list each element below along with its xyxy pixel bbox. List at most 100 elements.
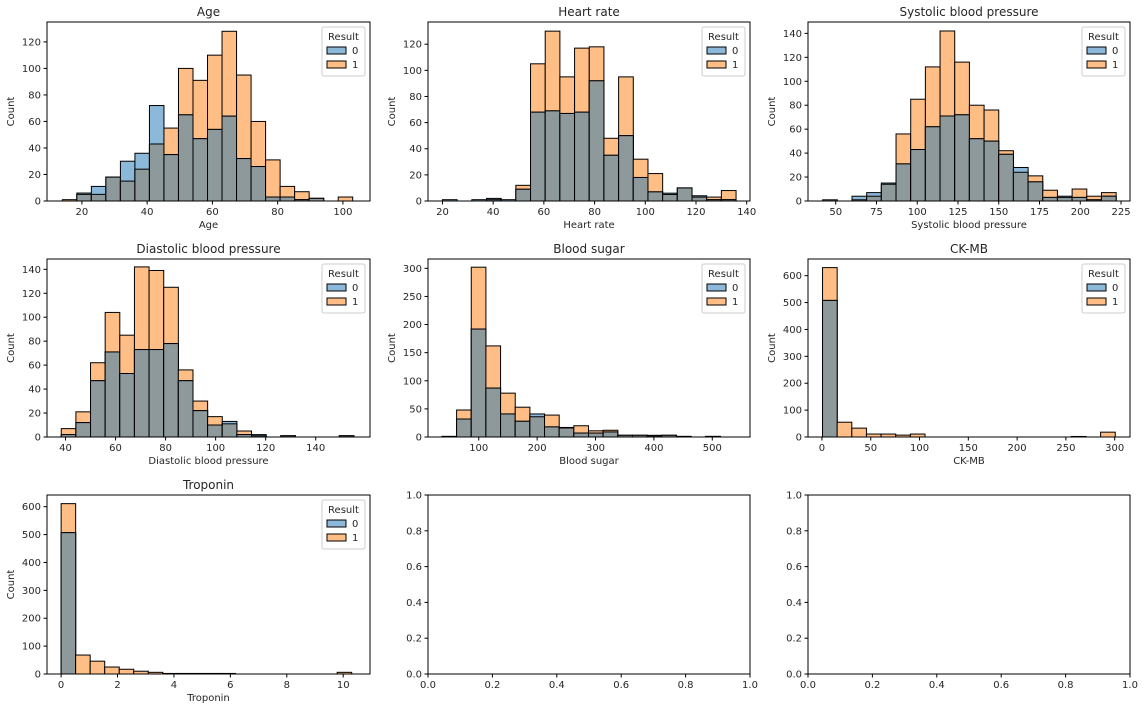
bar-overlap <box>501 414 516 437</box>
legend-label-1: 1 <box>732 297 738 308</box>
y-tick-label: 250 <box>403 292 422 303</box>
x-tick-label: 40 <box>141 207 154 218</box>
bar-overlap <box>77 194 92 201</box>
x-tick-label: 120 <box>686 207 705 218</box>
x-tick-label: 80 <box>588 207 601 218</box>
legend-swatch-0 <box>327 47 346 54</box>
y-tick-label: 0 <box>416 433 422 444</box>
y-tick-label: 20 <box>28 170 41 181</box>
y-tick-label: 60 <box>28 117 41 128</box>
legend-swatch-0 <box>327 520 346 527</box>
bar-class-1 <box>852 428 867 437</box>
bar-overlap <box>515 421 530 437</box>
x-tick-label: 100 <box>469 443 488 454</box>
y-tick-label: 0.0 <box>406 670 422 681</box>
bar-overlap <box>1028 182 1043 201</box>
y-tick-label: 60 <box>409 118 422 129</box>
x-tick-label: 100 <box>636 207 655 218</box>
bar-class-1 <box>76 655 91 674</box>
x-tick-label: 300 <box>586 443 605 454</box>
y-tick-label: 0.4 <box>786 598 802 609</box>
y-tick-label: 120 <box>783 53 802 64</box>
x-tick-label: 0.8 <box>678 680 694 691</box>
bar-overlap <box>559 428 574 437</box>
y-tick-label: 100 <box>22 642 41 653</box>
bar-overlap <box>76 423 91 437</box>
y-tick-label: 100 <box>783 406 802 417</box>
y-tick-label: 80 <box>409 92 422 103</box>
bar-overlap <box>1057 197 1072 201</box>
bar-class-1 <box>90 661 105 674</box>
subplot-title: Blood sugar <box>553 242 625 256</box>
x-tick-label: 60 <box>206 207 219 218</box>
subplot-title: Troponin <box>182 478 234 492</box>
x-tick-label: 50 <box>829 207 842 218</box>
bar-overlap <box>120 374 135 437</box>
bar-overlap <box>208 129 223 201</box>
bar-overlap <box>178 115 193 201</box>
y-tick-label: 300 <box>22 586 41 597</box>
legend-label-1: 1 <box>732 60 738 71</box>
legend-swatch-0 <box>707 284 726 291</box>
y-tick-label: 0.6 <box>406 562 422 573</box>
subplot-title: CK-MB <box>950 242 988 256</box>
y-tick-label: 80 <box>789 101 802 112</box>
y-tick-label: 100 <box>22 64 41 75</box>
bar-overlap <box>1072 197 1087 201</box>
y-tick-label: 40 <box>409 144 422 155</box>
legend-title: Result <box>328 505 359 516</box>
x-axis-label: Age <box>199 220 218 231</box>
x-tick-label: 1.0 <box>742 680 758 691</box>
x-tick-label: 0.2 <box>484 680 500 691</box>
y-tick-label: 0 <box>796 433 802 444</box>
y-tick-label: 300 <box>403 264 422 275</box>
x-tick-label: 80 <box>159 443 172 454</box>
x-tick-label: 0 <box>819 443 825 454</box>
y-axis-label: Count <box>387 333 398 363</box>
y-tick-label: 0 <box>35 433 41 444</box>
bar-overlap <box>266 197 281 201</box>
bar-overlap <box>91 381 106 437</box>
x-axis-label: Heart rate <box>563 220 614 231</box>
bar-overlap <box>222 424 237 437</box>
y-tick-label: 80 <box>28 90 41 101</box>
y-tick-label: 0 <box>35 197 41 208</box>
x-tick-label: 20 <box>436 207 449 218</box>
bar-overlap <box>969 139 984 201</box>
x-tick-label: 40 <box>59 443 72 454</box>
y-tick-label: 80 <box>28 337 41 348</box>
y-tick-label: 0.2 <box>406 634 422 645</box>
x-tick-label: 0.6 <box>613 680 629 691</box>
legend-swatch-1 <box>327 534 346 541</box>
bar-overlap <box>545 427 560 437</box>
legend-title: Result <box>708 269 739 280</box>
bar-class-1 <box>837 422 852 437</box>
bar-overlap <box>1043 197 1058 201</box>
x-tick-label: 50 <box>864 443 877 454</box>
y-tick-label: 40 <box>28 143 41 154</box>
legend-swatch-1 <box>327 61 346 68</box>
legend-title: Result <box>328 269 359 280</box>
x-tick-label: 200 <box>1071 207 1090 218</box>
y-axis-label: Count <box>387 97 398 127</box>
legend-label-1: 1 <box>1112 297 1118 308</box>
y-axis-label: Count <box>767 333 778 363</box>
y-tick-label: 400 <box>22 558 41 569</box>
y-tick-label: 20 <box>789 173 802 184</box>
y-tick-label: 150 <box>403 348 422 359</box>
bar-overlap <box>120 181 135 201</box>
x-tick-label: 0 <box>58 680 64 691</box>
x-tick-label: 400 <box>644 443 663 454</box>
y-tick-label: 500 <box>22 530 41 541</box>
y-tick-label: 60 <box>789 125 802 136</box>
legend-label-1: 1 <box>352 60 358 71</box>
bar-overlap <box>164 344 179 437</box>
x-tick-label: 120 <box>256 443 275 454</box>
